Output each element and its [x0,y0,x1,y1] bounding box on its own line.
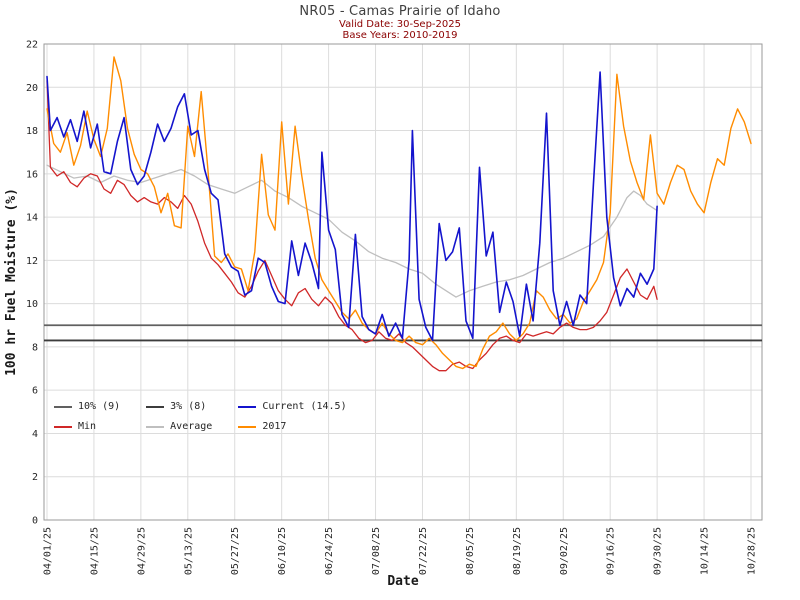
svg-text:05/13/25: 05/13/25 [183,527,194,575]
legend-label: Min [78,421,97,432]
svg-text:09/16/25: 09/16/25 [606,527,617,575]
svg-text:09/02/25: 09/02/25 [559,527,570,575]
legend-line-swatch [54,405,72,408]
svg-text:6: 6 [32,386,38,397]
y-tick-labels: 0 2 4 6 8 10 12 14 16 18 20 22 [26,40,38,527]
svg-text:10: 10 [26,299,38,310]
legend-label: 10% (9) [78,401,121,412]
svg-text:07/08/25: 07/08/25 [371,527,382,575]
chart-header: NR05 - Camas Prairie of Idaho Valid Date… [0,4,800,41]
legend-item-2017: 2017 [238,421,346,432]
legend-line-swatch [54,425,72,428]
legend-label: 2017 [262,421,287,432]
x-axis-label: Date [387,574,418,589]
svg-text:10/14/25: 10/14/25 [700,527,711,575]
legend-item-current-14-5: Current (14.5) [238,401,347,412]
series-2017 [46,56,752,370]
legend-label: Current (14.5) [262,401,347,412]
chart-subtitle-base-years: Base Years: 2010-2019 [342,30,458,41]
svg-text:4: 4 [32,429,38,440]
svg-text:8: 8 [32,342,38,353]
svg-text:08/05/25: 08/05/25 [465,527,476,575]
legend-line-swatch [238,405,257,408]
svg-text:12: 12 [26,256,38,267]
svg-text:09/30/25: 09/30/25 [653,527,664,575]
legend-line-swatch [146,425,165,428]
legend-line-swatch [238,425,257,428]
series-average [46,164,658,298]
svg-text:04/15/25: 04/15/25 [89,527,100,575]
legend-label: 3% (8) [170,401,207,412]
svg-text:18: 18 [26,126,38,137]
svg-text:04/01/25: 04/01/25 [43,527,54,575]
svg-text:22: 22 [26,40,38,51]
legend-line-swatch [146,405,165,408]
svg-text:14: 14 [26,213,38,224]
legend-item-10-9: 10% (9) [54,401,120,412]
chart-title: NR05 - Camas Prairie of Idaho [299,4,501,19]
svg-text:2: 2 [32,472,38,483]
series-min [46,80,658,372]
legend-item-3-8: 3% (8) [146,401,212,412]
svg-text:10/28/25: 10/28/25 [747,527,758,575]
svg-text:05/27/25: 05/27/25 [230,527,241,575]
plot-border [43,43,763,521]
svg-text:20: 20 [26,83,38,94]
legend-item-min: Min [54,421,120,432]
series-lines [46,56,752,372]
y-axis-label: 100 hr Fuel Moisture (%) [4,188,19,376]
legend-label: Average [170,421,213,432]
series-current-14-5 [46,71,658,342]
svg-text:16: 16 [26,169,38,180]
svg-text:06/10/25: 06/10/25 [277,527,288,575]
svg-text:07/22/25: 07/22/25 [418,527,429,575]
chart-legend: 10% (9) Min 3% (8) Average Current (14.5) 201… [54,401,347,432]
svg-text:04/29/25: 04/29/25 [136,527,147,575]
svg-text:06/24/25: 06/24/25 [324,527,335,575]
grid-lines [44,43,762,521]
chart-subtitle-valid-date: Valid Date: 30-Sep-2025 [339,19,461,30]
legend-item-average: Average [146,421,212,432]
svg-text:0: 0 [32,516,38,527]
svg-text:08/19/25: 08/19/25 [512,527,523,575]
x-tick-labels: 04/01/25 04/15/25 04/29/25 05/13/25 05/27/25… [43,527,758,575]
